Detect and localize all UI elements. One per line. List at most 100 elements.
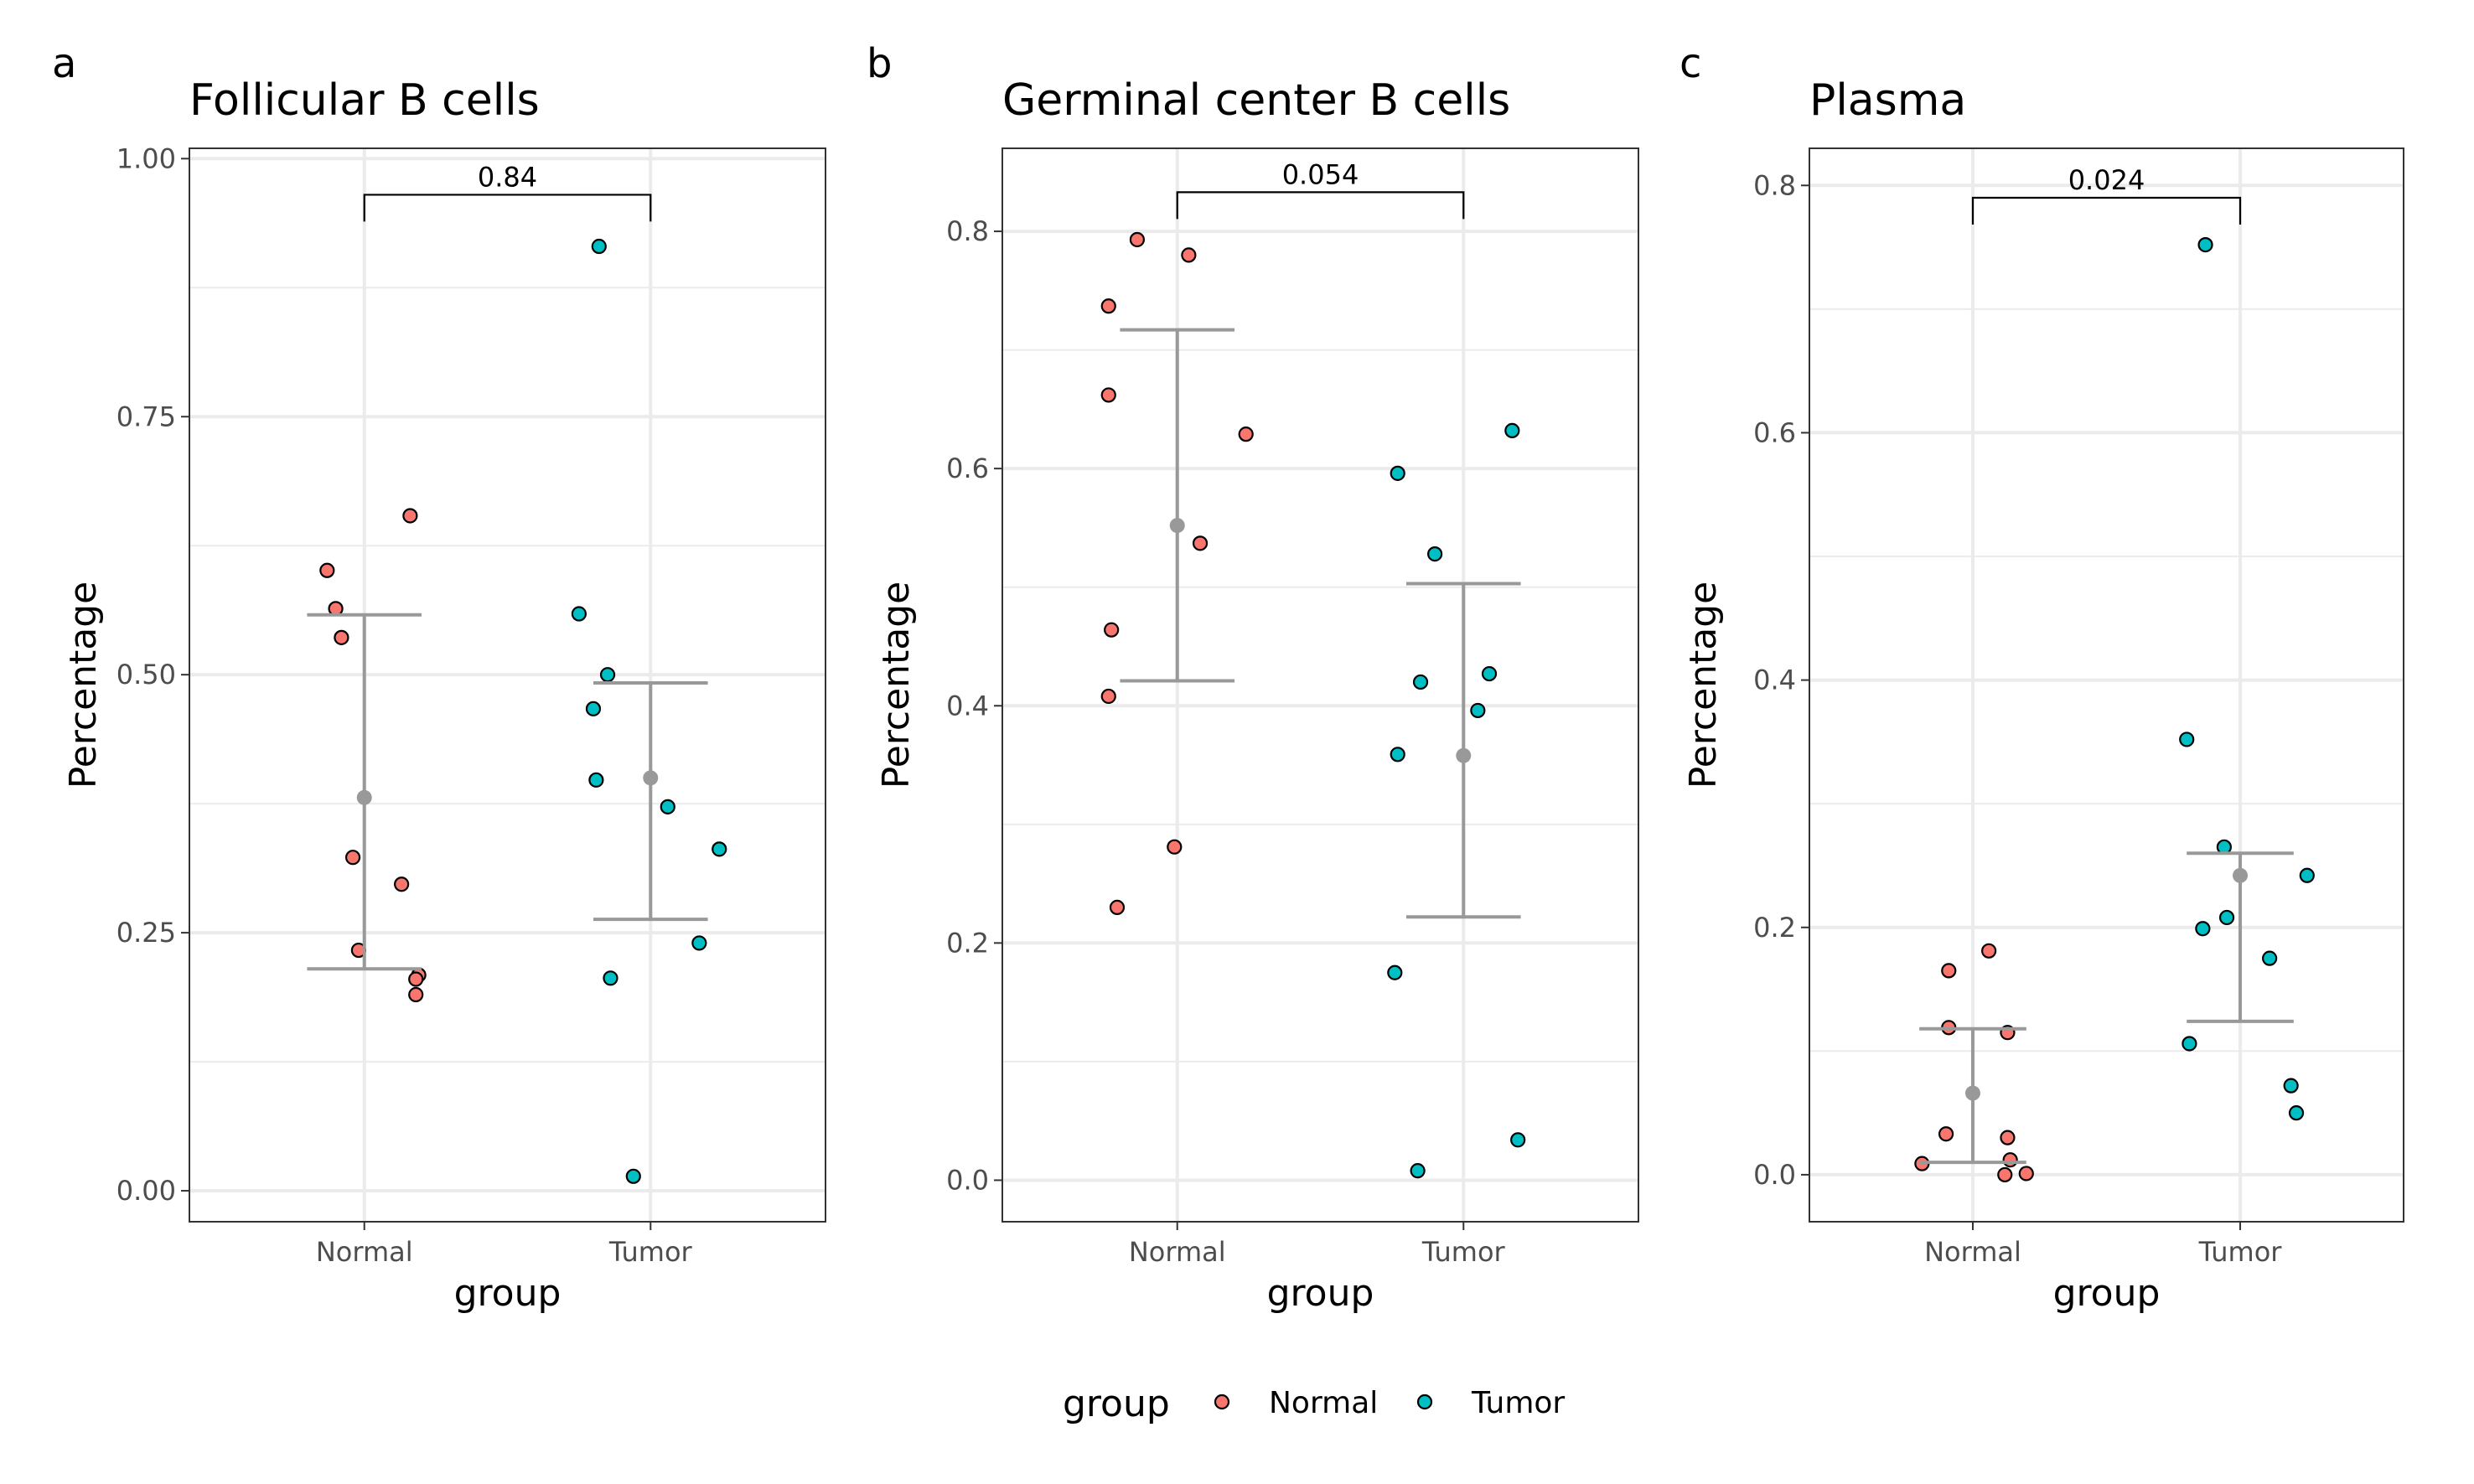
data-point (1981, 943, 1997, 959)
y-axis: 0.00 0.25 0.50 0.75 1.00 (116, 142, 189, 1207)
x-axis: Normal Tumor (1924, 1222, 2282, 1268)
bracket-line (1971, 196, 2242, 225)
data-point (1997, 1166, 2013, 1183)
data-point (571, 606, 587, 622)
y-axis-title: Percentage (1682, 582, 1725, 789)
series-tumor (571, 238, 727, 1184)
mean-point (2233, 867, 2249, 883)
data-point (2002, 1152, 2018, 1168)
data-point (585, 701, 602, 716)
y-axis: 0.0 0.2 0.4 0.6 0.8 (1753, 169, 1809, 1191)
panel-letter: b (867, 40, 892, 87)
summary-tumor (1405, 582, 1521, 919)
y-tick-label: 0.75 (116, 401, 176, 432)
x-axis: Normal Tumor (316, 1222, 693, 1268)
mean-point (1964, 1085, 1980, 1101)
data-point (1510, 1132, 1526, 1148)
data-point (402, 508, 418, 524)
data-point (712, 841, 727, 857)
x-axis-title: group (2053, 1272, 2161, 1315)
y-tick-label: 0.4 (1753, 664, 1796, 696)
data-point (1181, 247, 1197, 263)
y-axis: 0.0 0.2 0.4 0.6 0.8 (946, 215, 1002, 1196)
data-point (344, 850, 361, 866)
plot-area (1002, 148, 1638, 1222)
data-point (2000, 1130, 2016, 1145)
x-tick-label: Tumor (2198, 1236, 2283, 1268)
panel-a: a Follicular B cells 0.00 0.25 0.50 0.75 1.00 N… (52, 40, 826, 1315)
data-point (1941, 963, 1957, 979)
data-point (1109, 899, 1126, 916)
panel-b: b Germinal center B cells 0.0 0.2 0.4 0.6 0.8 N… (867, 40, 1639, 1315)
y-tick-label: 0.6 (1753, 416, 1796, 448)
y-tick-label: 0.50 (116, 659, 176, 690)
data-point (691, 935, 707, 951)
data-point (603, 970, 618, 986)
y-tick-label: 0.6 (946, 452, 989, 484)
data-point (1100, 387, 1116, 403)
mean-point (356, 789, 372, 805)
panel-c: c Plasma 0.0 0.2 0.4 0.6 0.8 Normal Tumor group Pe… (1680, 40, 2404, 1315)
data-point (599, 667, 616, 683)
data-point (1504, 422, 1520, 438)
legend-key (1416, 1394, 1433, 1410)
x-tick-label: Normal (1129, 1236, 1226, 1268)
legend-label: Tumor (1471, 1386, 1565, 1420)
comparison-bracket: 0.054 (1176, 158, 1465, 220)
y-tick-label: 0.2 (946, 927, 989, 959)
data-point (334, 629, 349, 645)
data-point (2218, 909, 2235, 926)
panel-border (1809, 147, 2404, 1223)
x-axis-title: group (454, 1272, 562, 1315)
data-point (2262, 950, 2278, 966)
data-point (588, 772, 604, 788)
summary-normal (1120, 328, 1235, 683)
data-point (2288, 1105, 2305, 1121)
x-tick-label: Normal (316, 1236, 413, 1268)
data-point (1167, 839, 1183, 855)
mean-point (1456, 747, 1472, 763)
comparison-bracket: 0.84 (363, 161, 652, 222)
data-point (1481, 665, 1498, 682)
summary-tumor (2187, 851, 2294, 1023)
series-tumor (2179, 237, 2315, 1121)
panel-title: Plasma (1809, 75, 1966, 126)
data-point (1100, 688, 1116, 705)
data-point (2195, 921, 2211, 937)
series-normal (319, 508, 427, 1003)
data-point (1192, 535, 1209, 551)
mean-point (1169, 518, 1185, 534)
y-tick-label: 0.0 (946, 1164, 989, 1196)
data-point (1470, 702, 1486, 719)
y-tick-label: 0.0 (1753, 1159, 1796, 1191)
x-axis: Normal Tumor (1129, 1222, 1506, 1268)
grid (1809, 148, 2404, 1222)
data-point (1390, 465, 1405, 481)
y-tick-label: 0.4 (946, 690, 989, 721)
panel-border (189, 147, 826, 1223)
plot-area (189, 148, 826, 1222)
series-tumor (1387, 422, 1526, 1179)
x-tick-label: Tumor (608, 1236, 693, 1268)
data-point (1129, 231, 1146, 248)
y-axis-title: Percentage (875, 582, 918, 789)
data-point (1427, 546, 1443, 562)
panel-border (1002, 147, 1639, 1223)
p-value-label: 0.024 (2068, 164, 2145, 196)
mean-point (643, 770, 659, 786)
data-point (1104, 622, 1120, 638)
panel-letter: a (52, 40, 76, 87)
data-point (408, 971, 424, 987)
y-axis-title: Percentage (62, 582, 105, 789)
data-point (1238, 427, 1254, 442)
data-point (319, 562, 335, 578)
data-point (2179, 732, 2195, 747)
legend-item-normal: Normal (1214, 1386, 1378, 1420)
x-axis-title: group (1267, 1272, 1374, 1315)
summary-tumor (593, 681, 708, 922)
bracket-line (1176, 191, 1465, 220)
data-point (1938, 1126, 1954, 1142)
data-point (2018, 1166, 2034, 1182)
data-point (2182, 1036, 2197, 1052)
data-point (1410, 1163, 1426, 1179)
